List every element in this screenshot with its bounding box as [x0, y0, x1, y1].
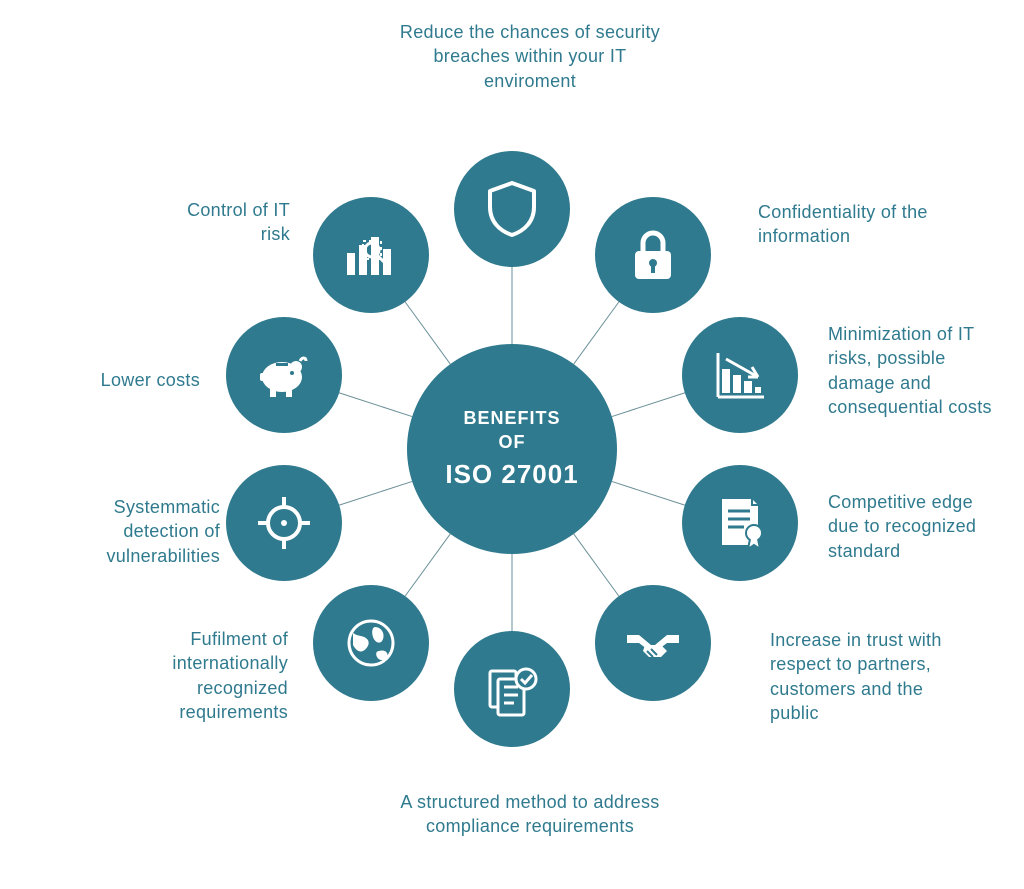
node-minimize_risk: [682, 317, 798, 433]
handshake-icon: [621, 611, 685, 675]
center-line3: ISO 27001: [445, 457, 578, 492]
label-confidentiality: Confidentiality of the information: [758, 200, 968, 249]
center-node: BENEFITS OF ISO 27001: [407, 344, 617, 554]
node-security: [454, 151, 570, 267]
certificate-icon: [708, 491, 772, 555]
label-security: Reduce the chances of security breaches …: [395, 20, 665, 93]
node-competitive_edge: [682, 465, 798, 581]
node-compliance: [454, 631, 570, 747]
decline-chart-icon: [708, 343, 772, 407]
globe-icon: [339, 611, 403, 675]
node-intl_requirements: [313, 585, 429, 701]
node-trust: [595, 585, 711, 701]
infographic-stage: BENEFITS OF ISO 27001: [0, 0, 1024, 889]
shield-icon: [480, 177, 544, 241]
center-line1: BENEFITS: [445, 406, 578, 430]
analytics-icon: [339, 223, 403, 287]
lock-icon: [621, 223, 685, 287]
center-line2: OF: [445, 430, 578, 454]
piggy-icon: [252, 343, 316, 407]
label-minimize_risk: Minimization of IT risks, possible damag…: [828, 322, 1008, 419]
label-intl_requirements: Fufilment of internationally recognized …: [108, 627, 288, 724]
node-control_risk: [313, 197, 429, 313]
label-trust: Increase in trust with respect to partne…: [770, 628, 960, 725]
label-control_risk: Control of IT risk: [170, 198, 290, 247]
label-vuln_detection: Systemmatic detection of vulnerabilities: [50, 495, 220, 568]
label-compliance: A structured method to address complianc…: [380, 790, 680, 839]
center-title: BENEFITS OF ISO 27001: [445, 406, 578, 492]
node-lower_costs: [226, 317, 342, 433]
checklist-icon: [480, 657, 544, 721]
crosshair-icon: [252, 491, 316, 555]
node-confidentiality: [595, 197, 711, 313]
label-competitive_edge: Competitive edge due to recognized stand…: [828, 490, 998, 563]
label-lower_costs: Lower costs: [60, 368, 200, 392]
node-vuln_detection: [226, 465, 342, 581]
